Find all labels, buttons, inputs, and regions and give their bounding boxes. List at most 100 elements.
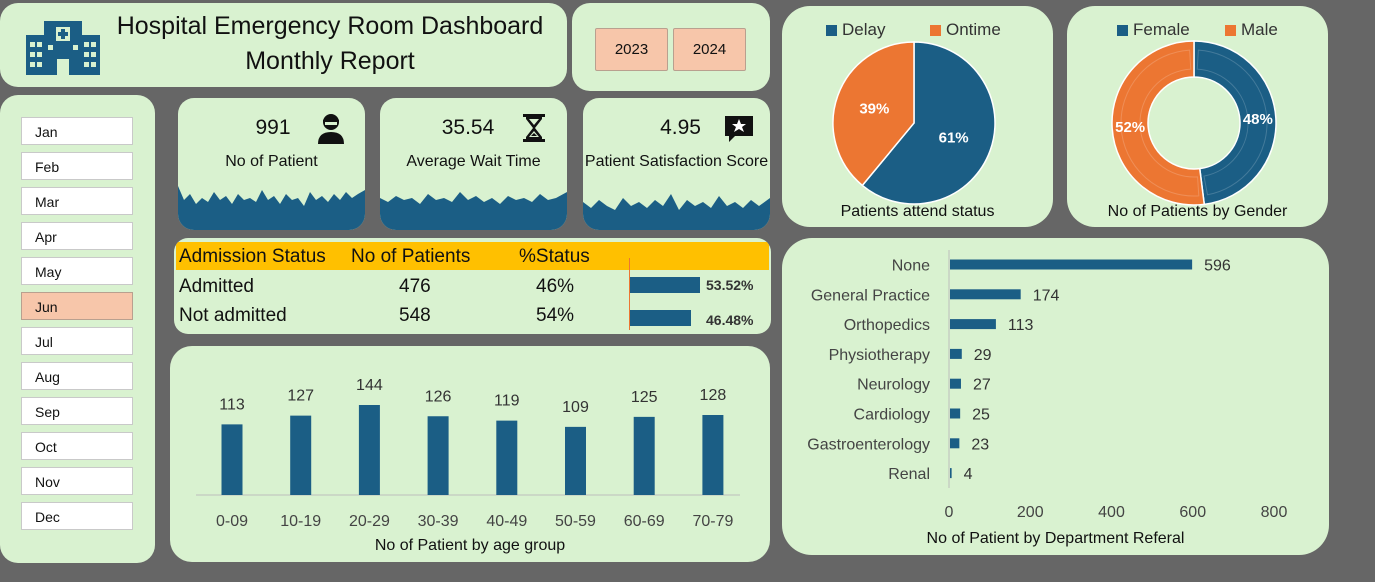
legend-delay-label: Delay <box>842 20 886 39</box>
age-bar-0-09 <box>221 424 243 495</box>
kpi-value-wait-time: 35.54 <box>441 116 495 139</box>
dept-category-orthopedics: Orthopedics <box>844 317 930 334</box>
age-chart-title: No of Patient by age group <box>374 537 566 554</box>
month-dec-button[interactable]: Dec <box>21 502 133 530</box>
row-admitted-status: Admitted <box>179 276 254 297</box>
kpi-label-satisfaction: Patient Satisfaction Score <box>584 153 769 170</box>
age-tick-0-09: 0-09 <box>216 513 248 530</box>
kpi-sparkline-wait-time <box>380 192 567 230</box>
kpi-card-satisfaction: 4.95 Patient Satisfaction Score <box>583 98 770 230</box>
header-no-of-patients: No of Patients <box>351 246 471 267</box>
legend-male-swatch <box>1225 24 1236 36</box>
age-data-label-30-39: 126 <box>425 388 452 405</box>
year-2024-button[interactable]: 2024 <box>673 28 746 71</box>
gender-card: Female Male 48% 52% No of Patients by Gen… <box>1067 6 1328 227</box>
dept-value-orthopedics: 113 <box>1008 317 1034 334</box>
age-data-label-50-59: 109 <box>562 399 589 416</box>
dept-category-none: None <box>892 258 930 275</box>
age-tick-70-79: 70-79 <box>692 513 733 530</box>
pie-slice-delay <box>861 41 996 205</box>
dept-xtick-600: 600 <box>1179 504 1206 521</box>
month-oct-button[interactable]: Oct <box>21 432 133 460</box>
year-slicer: 2023 2024 <box>572 3 770 91</box>
dept-category-physiotherapy: Physiotherapy <box>829 347 930 364</box>
attend-status-card: Delay Ontime 61% 39% Patients attend stat… <box>782 6 1053 227</box>
title-line-1: Hospital Emergency Room Dashboard <box>116 12 544 40</box>
dashboard-title: Hospital Emergency Room Dashboard Monthl… <box>105 9 555 79</box>
legend-female: Female <box>1117 20 1190 40</box>
databar-not-admitted <box>630 310 691 326</box>
dept-bar-general-practice <box>950 289 1021 300</box>
title-card: Hospital Emergency Room Dashboard Monthl… <box>0 3 567 87</box>
dept-value-none: 596 <box>1204 258 1231 275</box>
patient-icon <box>318 114 344 144</box>
row-not-admitted-status: Not admitted <box>179 305 287 326</box>
month-jul-button[interactable]: Jul <box>21 327 133 355</box>
donut-label-male: 52% <box>1115 119 1145 136</box>
legend-ontime-label: Ontime <box>946 20 1001 39</box>
databar-admitted <box>630 277 700 293</box>
row-not-admitted-pct: 54% <box>536 305 575 326</box>
dept-category-renal: Renal <box>888 466 930 483</box>
kpi-value-satisfaction: 4.95 <box>660 116 701 139</box>
hospital-icon <box>26 21 100 75</box>
dept-xtick-400: 400 <box>1098 504 1125 521</box>
header-admission-status: Admission Status <box>179 246 326 267</box>
kpi-value-patients: 991 <box>255 116 291 139</box>
gender-donut-chart: 48% 52% <box>1111 40 1277 206</box>
legend-male: Male <box>1225 20 1278 40</box>
hourglass-icon <box>523 114 545 142</box>
dept-value-cardiology: 25 <box>972 407 990 424</box>
legend-male-label: Male <box>1241 20 1278 39</box>
age-tick-10-19: 10-19 <box>280 513 321 530</box>
gender-chart-title: No of Patients by Gender <box>1107 203 1288 220</box>
month-apr-button[interactable]: Apr <box>21 222 133 250</box>
pie-label-ontime: 39% <box>859 101 889 118</box>
header-status-pct: %Status <box>519 246 590 267</box>
dept-bar-renal <box>950 468 952 479</box>
year-2023-button[interactable]: 2023 <box>595 28 668 71</box>
dept-xtick-800: 800 <box>1261 504 1288 521</box>
month-mar-button[interactable]: Mar <box>21 187 133 215</box>
month-aug-button[interactable]: Aug <box>21 362 133 390</box>
month-nov-button[interactable]: Nov <box>21 467 133 495</box>
age-data-label-40-49: 119 <box>494 393 520 410</box>
month-sep-button[interactable]: Sep <box>21 397 133 425</box>
department-chart-card: None 596 General Practice 174 Orthopedics 113… <box>782 238 1329 555</box>
title-line-2: Monthly Report <box>245 47 415 75</box>
row-not-admitted-count: 548 <box>399 305 431 326</box>
databar-label-admitted: 53.52% <box>706 277 754 293</box>
dept-category-neurology: Neurology <box>857 377 930 394</box>
legend-delay: Delay <box>826 20 885 40</box>
kpi-card-wait-time: 35.54 Average Wait Time <box>380 98 567 230</box>
dept-bar-none <box>950 259 1193 270</box>
pie-slice-ontime <box>832 41 915 187</box>
dept-value-gastroenterology: 23 <box>971 436 989 453</box>
dept-bar-orthopedics <box>950 319 996 330</box>
age-bar-30-39 <box>427 416 449 495</box>
month-may-button[interactable]: May <box>21 257 133 285</box>
age-data-label-70-79: 128 <box>700 387 727 404</box>
legend-ontime: Ontime <box>930 20 1001 40</box>
admission-header-row <box>176 242 769 270</box>
age-tick-60-69: 60-69 <box>624 513 665 530</box>
databar-axis <box>629 258 630 330</box>
dept-xtick-200: 200 <box>1017 504 1044 521</box>
month-jan-button[interactable]: Jan <box>21 117 133 145</box>
age-data-label-10-19: 127 <box>287 388 314 405</box>
age-bar-10-19 <box>290 415 312 495</box>
month-jun-button[interactable]: Jun <box>21 292 133 320</box>
dept-value-general-practice: 174 <box>1033 287 1060 304</box>
donut-label-female: 48% <box>1243 111 1273 128</box>
dept-category-cardiology: Cardiology <box>854 407 930 424</box>
kpi-card-patients: 991 No of Patient <box>178 98 365 230</box>
age-tick-30-39: 30-39 <box>418 513 459 530</box>
dept-value-renal: 4 <box>964 466 973 483</box>
row-admitted-count: 476 <box>399 276 431 297</box>
age-bar-50-59 <box>565 426 586 495</box>
donut-bevel-female <box>1196 49 1268 196</box>
kpi-sparkline-patients <box>178 186 365 230</box>
month-feb-button[interactable]: Feb <box>21 152 133 180</box>
star-message-icon <box>725 116 753 142</box>
age-data-label-0-09: 113 <box>219 396 245 413</box>
